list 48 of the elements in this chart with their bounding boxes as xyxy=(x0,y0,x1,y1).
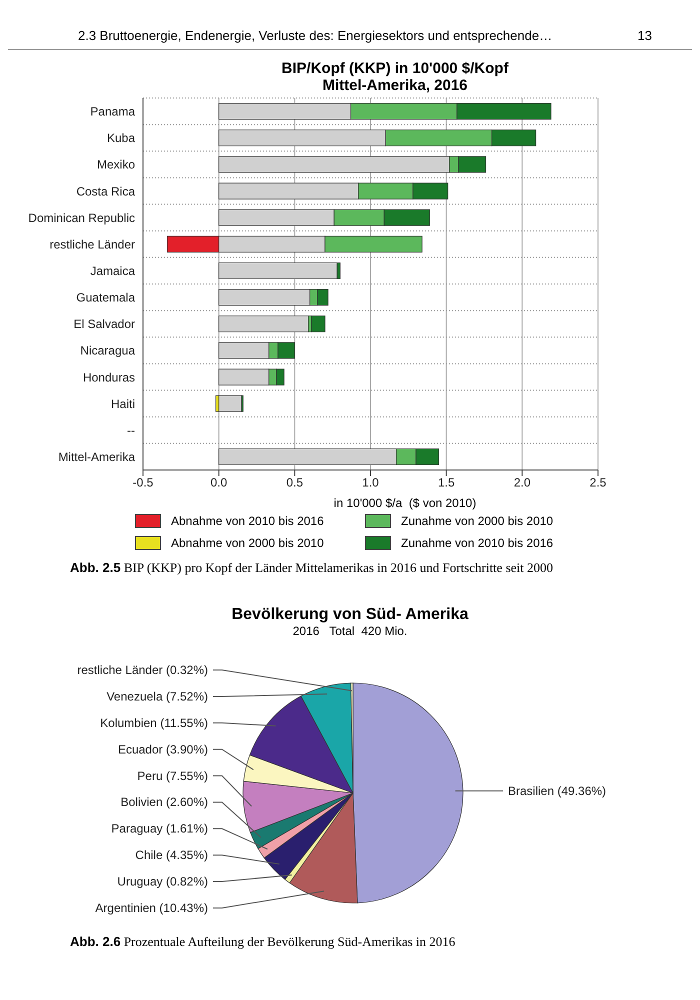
y-tick-label: El Salvador xyxy=(74,317,135,332)
x-tick-label: 0.5 xyxy=(286,476,304,490)
y-tick-label: Jamaica xyxy=(90,264,136,278)
x-tick-label: 2.5 xyxy=(590,476,607,490)
legend-label: Zunahme von 2000 bis 2010 xyxy=(401,514,554,528)
slice-label: Uruguay (0.82%) xyxy=(117,874,208,889)
slice-label: Kolumbien (11.55%) xyxy=(100,716,208,730)
caption: Abb. 2.6 Prozentuale Aufteilung der Bevölkerung Süd-Amerikas in 2016 xyxy=(69,934,456,950)
bar xyxy=(218,316,309,332)
chart-title: BIP/Kopf (KKP) in 10'000 $/Kopf Mittel-Amerika, 2016 xyxy=(280,60,510,94)
slice-label: Bolivien (2.60%) xyxy=(120,795,208,810)
slice-label: restliche Länder (0.32%) xyxy=(77,663,208,677)
x-tick-label: 1.0 xyxy=(362,476,380,490)
x-axis-title: in 10'000 $/a ($ von 2010) xyxy=(332,496,478,510)
legend-label: Abnahme von 2010 bis 2016 xyxy=(171,514,324,528)
slice-label: Brasilien (49.36%) xyxy=(508,784,606,798)
y-tick-label: Nicaragua xyxy=(80,344,136,358)
slice-label: Peru (7.55%) xyxy=(137,768,208,783)
y-tick-label: Panama xyxy=(90,104,136,119)
slice-label: Venezuela (7.52%) xyxy=(106,689,208,704)
text: 13 xyxy=(638,28,652,43)
x-tick-label: -0.5 xyxy=(132,476,154,490)
x-tick-label: 0.0 xyxy=(210,476,228,490)
y-tick-label: restliche Länder xyxy=(50,237,135,252)
chart-subtitle: 2016 Total 420 Mio. xyxy=(292,624,408,638)
y-tick-label: Haiti xyxy=(110,396,135,411)
y-tick-label: Costa Rica xyxy=(76,184,136,198)
y-tick-label: Guatemala xyxy=(76,290,136,305)
slice-label: Chile (4.35%) xyxy=(135,848,208,862)
bar xyxy=(218,395,242,412)
y-tick-label: Mittel-Amerika xyxy=(58,450,136,464)
y-tick-label: -- xyxy=(127,423,135,438)
y-tick-label: Mexiko xyxy=(96,158,136,172)
x-tick-label: 1.5 xyxy=(438,476,455,490)
slice-label: Argentinien (10.43%) xyxy=(95,901,208,915)
x-tick-label: 2.0 xyxy=(514,476,531,490)
text: 2.3 Bruttoenergie, Endenergie, Verluste des: Energiesektors und entsprechende… xyxy=(78,28,552,43)
y-tick-label: Kuba xyxy=(106,131,136,146)
legend-label: Abnahme von 2000 bis 2010 xyxy=(171,536,324,550)
y-tick-label: Dominican Republic xyxy=(28,210,135,225)
caption: Abb. 2.5 BIP (KKP) pro Kopf der Länder Mittelamerikas in 2016 und Fortschritte seit 2000 xyxy=(69,560,554,576)
y-tick-label: Honduras xyxy=(82,370,135,384)
slice-label: Paraguay (1.61%) xyxy=(111,822,208,836)
slice-label: Ecuador (3.90%) xyxy=(118,742,208,756)
chart-title: Bevölkerung von Süd- Amerika xyxy=(230,606,470,624)
legend-label: Zunahme von 2010 bis 2016 xyxy=(401,536,554,550)
bar xyxy=(218,262,338,280)
bar xyxy=(311,316,326,332)
